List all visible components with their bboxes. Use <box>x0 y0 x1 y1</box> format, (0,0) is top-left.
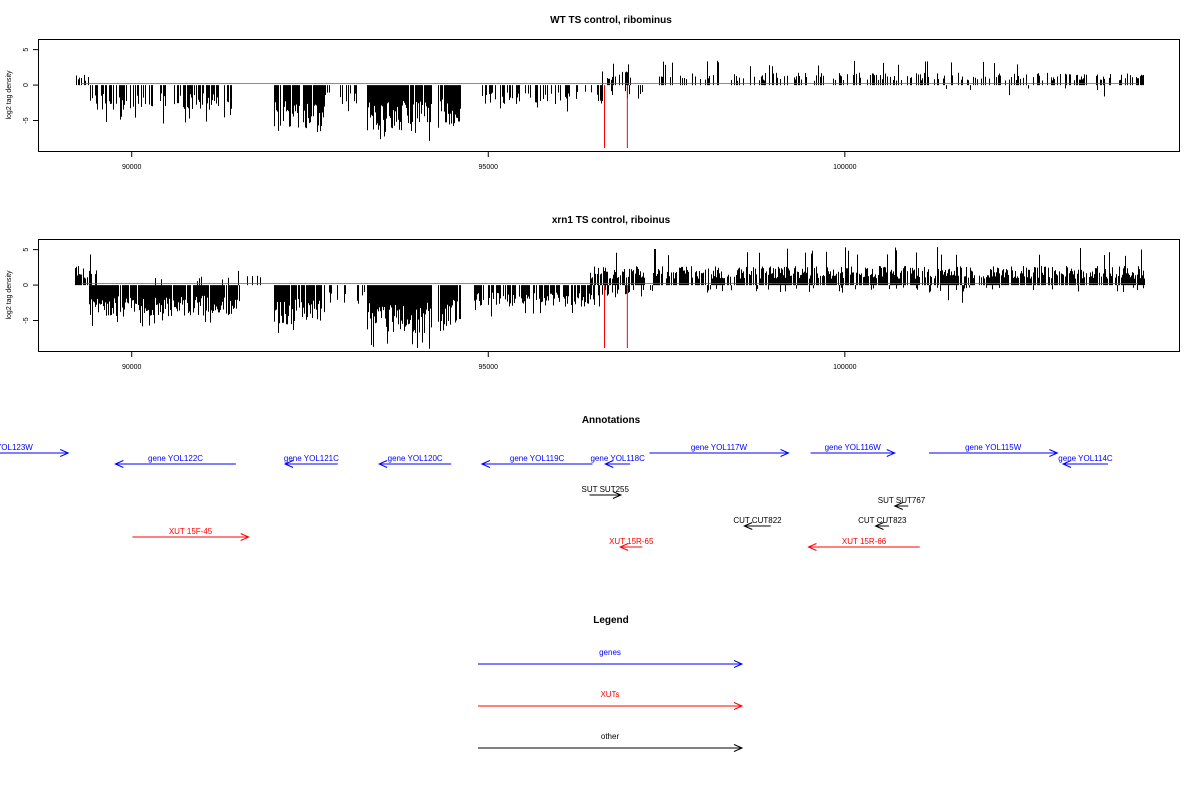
feature-arrow <box>743 522 771 530</box>
arrow-head <box>886 449 896 457</box>
panel-title: WT TS control, ribominus <box>550 15 672 26</box>
red-markers <box>604 285 628 348</box>
y-tick-label: -5 <box>23 317 30 323</box>
feature-label: SUT SUT255 <box>582 485 630 494</box>
arrow-head <box>377 460 388 468</box>
x-axis: 90000 95000 100000 <box>122 351 857 371</box>
feature-label: SUT SUT767 <box>878 496 926 505</box>
feature-label: gene YOL120C <box>388 454 443 463</box>
annotations-title: Annotations <box>582 415 641 426</box>
y-tick-label: 5 <box>23 48 30 52</box>
feature-arrow <box>603 460 631 468</box>
feature-arrow <box>132 533 250 541</box>
legend-label: XUTs <box>600 690 619 699</box>
legend-arrow <box>478 660 744 668</box>
feature-arrow <box>480 460 593 468</box>
bar-series <box>76 60 1144 141</box>
arrow-head <box>612 491 623 499</box>
arrow-head <box>618 543 629 551</box>
plot-frame <box>38 239 1180 352</box>
arrow-head <box>893 502 903 510</box>
feature-arrow <box>377 460 452 468</box>
x-tick-label: 95000 <box>479 164 499 171</box>
y-tick-label: 5 <box>23 248 30 252</box>
y-axis: 5 0 -5 <box>23 48 39 124</box>
arrow-head <box>480 460 491 468</box>
y-axis-label: log2 tag density <box>6 270 13 320</box>
bar-series <box>75 247 1145 349</box>
annotation-tracks: YOL123W gene YOL122C gene YOL121C gene YOL1… <box>0 443 1113 551</box>
x-axis: 90000 95000 100000 <box>122 151 857 171</box>
arrow-head <box>874 522 884 530</box>
feature-label: XUT 15R-66 <box>842 537 887 546</box>
legend-title: Legend <box>593 615 629 626</box>
feature-arrow <box>1061 460 1108 468</box>
xrn1-density-panel: xrn1 TS control, riboinus log2 tag densi… <box>6 215 1180 371</box>
feature-arrow <box>874 522 890 530</box>
feature-label: gene YOL114C <box>1058 454 1113 463</box>
arrow-head <box>733 660 744 668</box>
legend-arrow <box>478 744 744 752</box>
feature-arrow <box>618 543 643 551</box>
feature-label: XUT 15R-65 <box>609 537 654 546</box>
feature-label: gene YOL121C <box>284 454 339 463</box>
feature-arrow <box>649 449 790 457</box>
arrow-head <box>240 533 250 541</box>
arrow-head <box>780 449 790 457</box>
arrow-head <box>733 744 744 752</box>
arrow-head <box>1049 449 1059 457</box>
feature-label: gene YOL115W <box>965 443 1022 452</box>
feature-label: XUT 15F-45 <box>169 527 213 536</box>
arrow-head <box>1061 460 1072 468</box>
arrow-head <box>283 460 294 468</box>
arrow-head <box>733 702 744 710</box>
feature-arrow <box>114 460 236 468</box>
arrow-head <box>743 522 753 530</box>
x-tick-label: 90000 <box>122 164 142 171</box>
feature-label: YOL123W <box>0 443 33 452</box>
feature-label: CUT CUT823 <box>858 516 907 525</box>
arrow-head <box>114 460 124 468</box>
feature-arrow <box>589 491 623 499</box>
feature-label: gene YOL116W <box>825 443 882 452</box>
panel-title: xrn1 TS control, riboinus <box>552 215 671 226</box>
feature-label: gene YOL119C <box>510 454 565 463</box>
feature-label: CUT CUT822 <box>733 516 782 525</box>
y-axis: 5 0 -5 <box>23 248 39 324</box>
feature-arrow <box>928 449 1059 457</box>
x-tick-label: 90000 <box>122 364 142 371</box>
x-tick-label: 100000 <box>833 364 856 371</box>
y-axis-label: log2 tag density <box>6 70 13 120</box>
arrow-head <box>807 543 817 551</box>
legend: genes XUTs other <box>478 648 744 752</box>
feature-label: gene YOL122C <box>148 454 203 463</box>
y-tick-label: 0 <box>23 283 30 287</box>
x-tick-label: 95000 <box>479 364 499 371</box>
feature-arrow <box>283 460 338 468</box>
arrow-head <box>60 449 70 457</box>
feature-arrow <box>893 502 909 510</box>
feature-label: gene YOL118C <box>590 454 645 463</box>
y-tick-label: -5 <box>23 117 30 123</box>
feature-label: gene YOL117W <box>691 443 748 452</box>
wt-density-panel: WT TS control, ribominus log2 tag densit… <box>6 15 1180 171</box>
feature-arrow <box>0 449 70 457</box>
legend-arrow <box>478 702 744 710</box>
y-tick-label: 0 <box>23 83 30 87</box>
feature-arrow <box>807 543 920 551</box>
feature-arrow <box>810 449 896 457</box>
legend-label: genes <box>599 648 621 657</box>
x-tick-label: 100000 <box>833 164 856 171</box>
plot-frame <box>38 39 1180 152</box>
legend-label: other <box>601 732 620 741</box>
arrow-head <box>603 460 614 468</box>
red-markers <box>604 85 628 148</box>
